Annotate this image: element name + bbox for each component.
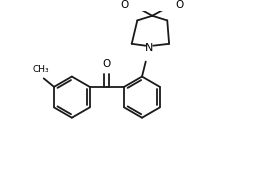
Text: CH₃: CH₃ bbox=[33, 65, 49, 74]
Text: O: O bbox=[120, 0, 129, 9]
Text: O: O bbox=[175, 0, 183, 9]
Text: N: N bbox=[145, 43, 153, 54]
Text: O: O bbox=[102, 59, 110, 69]
